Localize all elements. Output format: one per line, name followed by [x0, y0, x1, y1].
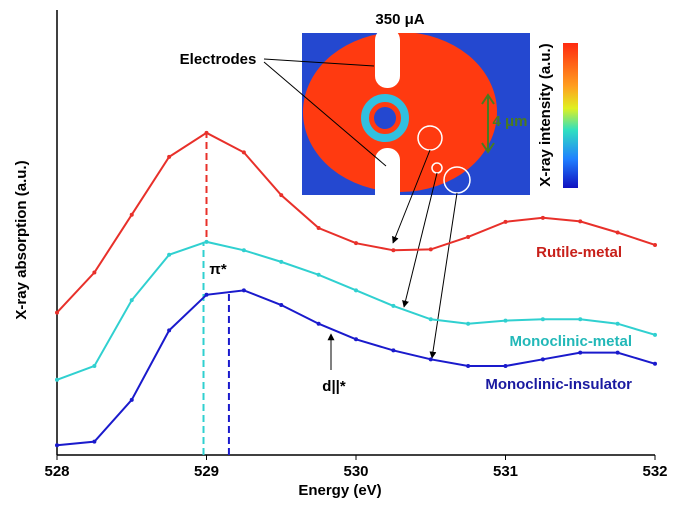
data-point: [504, 364, 508, 368]
data-point: [616, 351, 620, 355]
data-point: [317, 273, 321, 277]
data-point: [504, 319, 508, 323]
pi-star-label: π*: [209, 261, 226, 278]
data-point: [92, 440, 96, 444]
data-point: [541, 357, 545, 361]
data-point: [205, 240, 209, 244]
data-point: [578, 317, 582, 321]
data-point: [130, 213, 134, 217]
data-point: [55, 443, 59, 447]
data-point: [466, 322, 470, 326]
data-point: [55, 378, 59, 382]
data-point: [653, 362, 657, 366]
electrodes-label: Electrodes: [180, 51, 257, 68]
data-point: [578, 219, 582, 223]
data-point: [616, 231, 620, 235]
fit-line: [57, 290, 655, 445]
data-point: [429, 247, 433, 251]
data-point: [391, 304, 395, 308]
data-point: [130, 298, 134, 302]
data-point: [541, 216, 545, 220]
data-point: [167, 328, 171, 332]
d-label: d||*: [322, 378, 346, 395]
x-tick-label: 529: [194, 463, 219, 480]
data-point: [92, 271, 96, 275]
data-point: [317, 322, 321, 326]
data-point: [504, 220, 508, 224]
data-point: [354, 288, 358, 292]
data-point: [578, 351, 582, 355]
data-point: [429, 357, 433, 361]
y-axis-label: X-ray absorption (a.u.): [13, 160, 30, 319]
data-point: [205, 131, 209, 135]
data-point: [354, 337, 358, 341]
series-label: Monoclinic-metal: [509, 333, 632, 350]
data-point: [242, 288, 246, 292]
data-point: [466, 235, 470, 239]
data-point: [130, 398, 134, 402]
colorbar-label: X-ray intensity (a.u.): [537, 43, 554, 186]
series-label: Monoclinic-insulator: [485, 376, 632, 393]
x-axis-label: Energy (eV): [298, 482, 381, 499]
data-point: [55, 311, 59, 315]
data-point: [279, 303, 283, 307]
series-label: Rutile-metal: [536, 244, 622, 261]
data-point: [653, 243, 657, 247]
data-point: [205, 293, 209, 297]
x-tick-label: 532: [642, 463, 667, 480]
data-point: [391, 348, 395, 352]
data-point: [279, 193, 283, 197]
fit-line: [57, 242, 655, 380]
data-point: [317, 226, 321, 230]
x-tick-label: 530: [343, 463, 368, 480]
data-point: [429, 317, 433, 321]
data-point: [167, 253, 171, 257]
colorbar: [563, 43, 578, 188]
data-point: [92, 364, 96, 368]
chart: Energy (eV) X-ray absorption (a.u.) 350 …: [0, 0, 673, 504]
data-point: [466, 364, 470, 368]
data-point: [279, 260, 283, 264]
x-tick-label: 531: [493, 463, 518, 480]
data-point: [653, 333, 657, 337]
data-point: [616, 322, 620, 326]
data-point: [242, 248, 246, 252]
data-point: [242, 150, 246, 154]
data-point: [354, 241, 358, 245]
data-point: [541, 317, 545, 321]
current-label: 350 μA: [375, 11, 424, 28]
data-point: [391, 248, 395, 252]
x-tick-label: 528: [44, 463, 69, 480]
scale-label: 4 μm: [492, 113, 527, 130]
data-point: [167, 155, 171, 159]
